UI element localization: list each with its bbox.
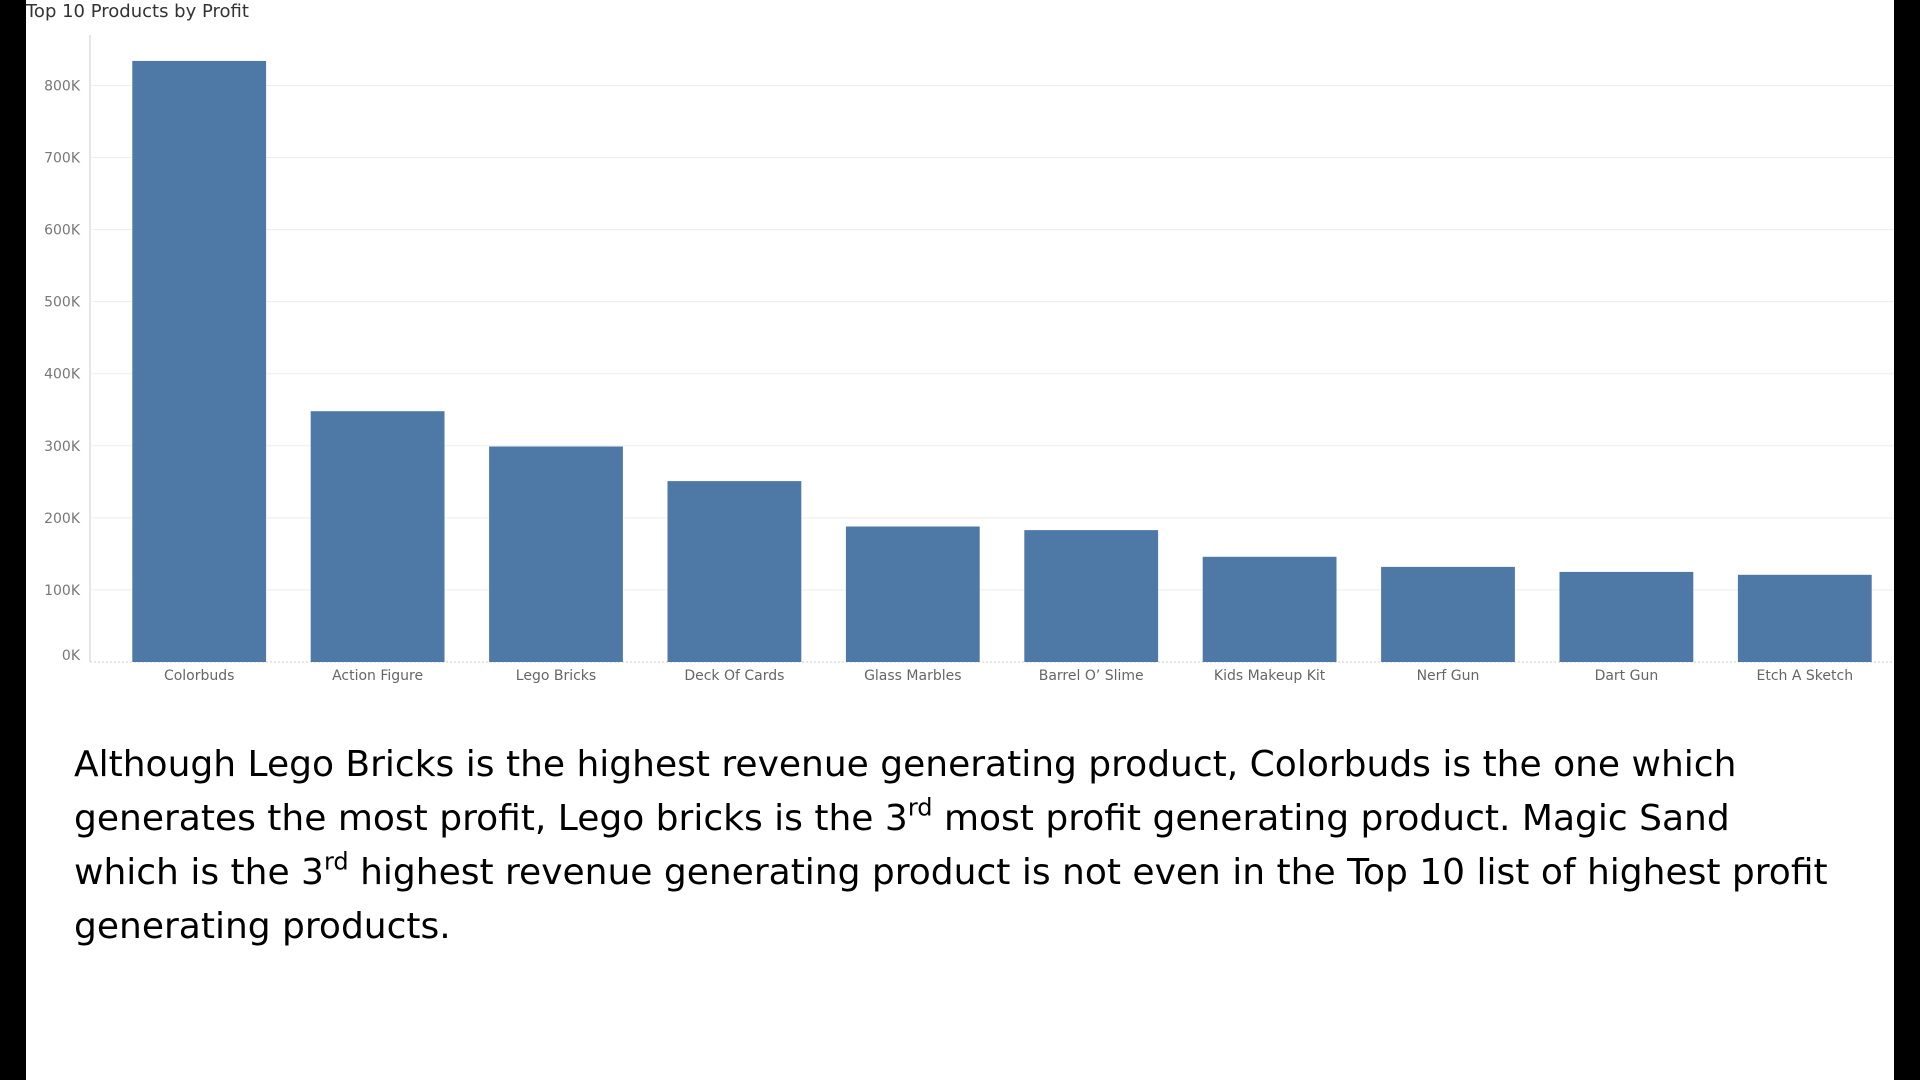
bar [1737, 574, 1872, 662]
bar [1202, 556, 1337, 662]
annotation-superscript-2: rd [323, 847, 349, 876]
y-tick-label: 700K [44, 151, 81, 167]
x-tick-label: Colorbuds [164, 668, 235, 684]
bar [1381, 566, 1515, 662]
x-tick-label: Action Figure [332, 668, 423, 684]
annotation-part-2: most profit generating product. Magic Sa… [74, 798, 1730, 893]
x-tick-label: Lego Bricks [516, 668, 596, 684]
annotation-part-3: highest revenue generating product is no… [74, 852, 1828, 947]
bar [489, 446, 623, 662]
x-tick-label: Kids Makeup Kit [1214, 668, 1326, 684]
chart-title: Top 10 Products by Profit [26, 1, 249, 22]
x-tick-label: Etch A Sketch [1757, 668, 1854, 684]
annotation-superscript-1: rd [907, 793, 933, 822]
x-tick-label: Barrel O’ Slime [1039, 668, 1144, 684]
y-axis: 0K 100K 200K 300K 400K 500K 600K 700K 800K [44, 78, 81, 664]
x-tick-label: Glass Marbles [864, 668, 961, 684]
bar [845, 526, 980, 662]
bar [310, 411, 445, 662]
y-tick-label: 300K [44, 439, 81, 455]
bar [1559, 571, 1694, 662]
y-tick-label: 800K [44, 78, 81, 94]
y-tick-label: 0K [62, 648, 81, 664]
annotation-part-1: Although Lego Bricks is the highest reve… [74, 744, 1737, 839]
x-tick-label: Deck Of Cards [684, 668, 784, 684]
x-tick-label: Dart Gun [1595, 668, 1659, 684]
slide: 0K 100K 200K 300K 400K 500K 600K 700K 800K Color… [26, 0, 1894, 1080]
annotation-text: Although Lego Bricks is the highest reve… [74, 738, 1834, 954]
y-tick-label: 500K [44, 295, 81, 311]
y-tick-label: 400K [44, 367, 81, 383]
y-tick-label: 200K [44, 511, 81, 527]
y-tick-label: 600K [44, 223, 81, 239]
y-tick-label: 100K [44, 583, 81, 599]
bar-chart: 0K 100K 200K 300K 400K 500K 600K 700K 800K Color… [44, 35, 1894, 684]
bars [132, 60, 1872, 663]
x-tick-label: Nerf Gun [1417, 668, 1480, 684]
bar [132, 60, 267, 663]
bar [1024, 530, 1159, 662]
bar [667, 481, 802, 662]
x-axis: Colorbuds Action Figure Lego Bricks Deck Of… [164, 668, 1853, 684]
